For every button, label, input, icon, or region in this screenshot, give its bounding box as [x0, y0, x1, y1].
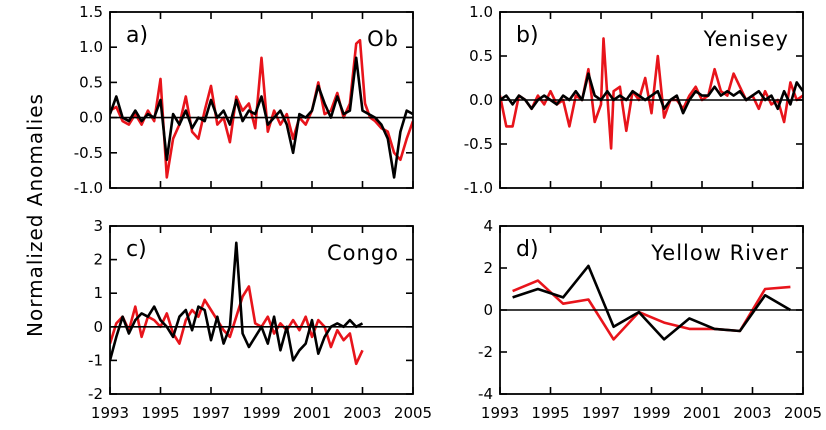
y-tick-label: -1.0	[74, 179, 103, 197]
y-tick-label: 1	[93, 284, 103, 302]
x-tick-label: 1999	[632, 404, 670, 422]
panel-letter: d)	[516, 237, 539, 262]
y-tick-label: 2	[483, 259, 493, 277]
y-tick-label: 0	[483, 301, 493, 319]
y-tick-label: 1.0	[79, 38, 103, 56]
panel-letter: b)	[516, 23, 539, 48]
y-tick-label: 2	[93, 251, 103, 269]
y-tick-label: 0.0	[469, 91, 493, 109]
x-tick-label: 1995	[531, 404, 569, 422]
y-tick-label: -0.5	[464, 135, 493, 153]
x-tick-label: 1999	[242, 404, 280, 422]
panel-letter: a)	[126, 23, 148, 48]
y-tick-label: 0.5	[79, 73, 103, 91]
x-tick-label: 2001	[293, 404, 331, 422]
y-tick-label: -0.5	[74, 144, 103, 162]
x-tick-label: 1995	[141, 404, 179, 422]
panel-letter: c)	[126, 237, 147, 262]
x-tick-label: 2005	[394, 404, 432, 422]
panel-title: Yenisey	[703, 27, 789, 51]
x-tick-label: 2003	[733, 404, 771, 422]
panel-title: Yellow River	[650, 241, 789, 265]
x-tick-label: 2001	[683, 404, 721, 422]
x-tick-label: 1997	[192, 404, 230, 422]
y-tick-label: -1	[88, 351, 103, 369]
y-tick-label: 0.5	[469, 47, 493, 65]
series-line-black	[110, 241, 364, 362]
y-tick-label: -2	[88, 385, 103, 403]
panels: -1.0 -0.5 0.0 0.5 1.0 1.5 a) Ob -1.0 -0.5 0.0 0.5 1.…	[74, 3, 822, 422]
x-tick-label: 1993	[91, 404, 129, 422]
x-tick-label: 2003	[343, 404, 381, 422]
x-tick-label: 2005	[784, 404, 822, 422]
y-tick-label: 0	[93, 318, 103, 336]
chart-panel-3: -2 -1 0 1 2 3 1993 1995 1997 1999 2001 2003 2005 c) Co…	[88, 217, 432, 422]
series-line-red	[110, 285, 364, 366]
x-tick-label: 1993	[481, 404, 519, 422]
chart-panel-4: -4 -2 0 2 4 1993 1995 1997 1999 2001 2003 2005 d) Yel…	[478, 217, 822, 422]
y-tick-label: 4	[483, 217, 493, 235]
series-line-black	[110, 56, 413, 179]
y-tick-label: 0.0	[79, 109, 103, 127]
panel-title: Ob	[367, 27, 399, 51]
x-tick-label: 1997	[582, 404, 620, 422]
chart-panel-1: -1.0 -0.5 0.0 0.5 1.0 1.5 a) Ob	[74, 3, 414, 197]
y-tick-label: -4	[478, 385, 493, 403]
y-tick-label: 3	[93, 217, 103, 235]
y-tick-label: -1.0	[464, 179, 493, 197]
y-axis-label: Normalized Anomalies	[23, 93, 47, 337]
y-tick-label: 1.5	[79, 3, 103, 21]
chart-panel-2: -1.0 -0.5 0.0 0.5 1.0 b) Yenisey	[464, 3, 804, 197]
y-tick-label: -2	[478, 343, 493, 361]
panel-title: Congo	[327, 241, 399, 265]
series-line-black	[512, 264, 792, 341]
series-line-red	[110, 38, 413, 179]
y-tick-label: 1.0	[469, 3, 493, 21]
